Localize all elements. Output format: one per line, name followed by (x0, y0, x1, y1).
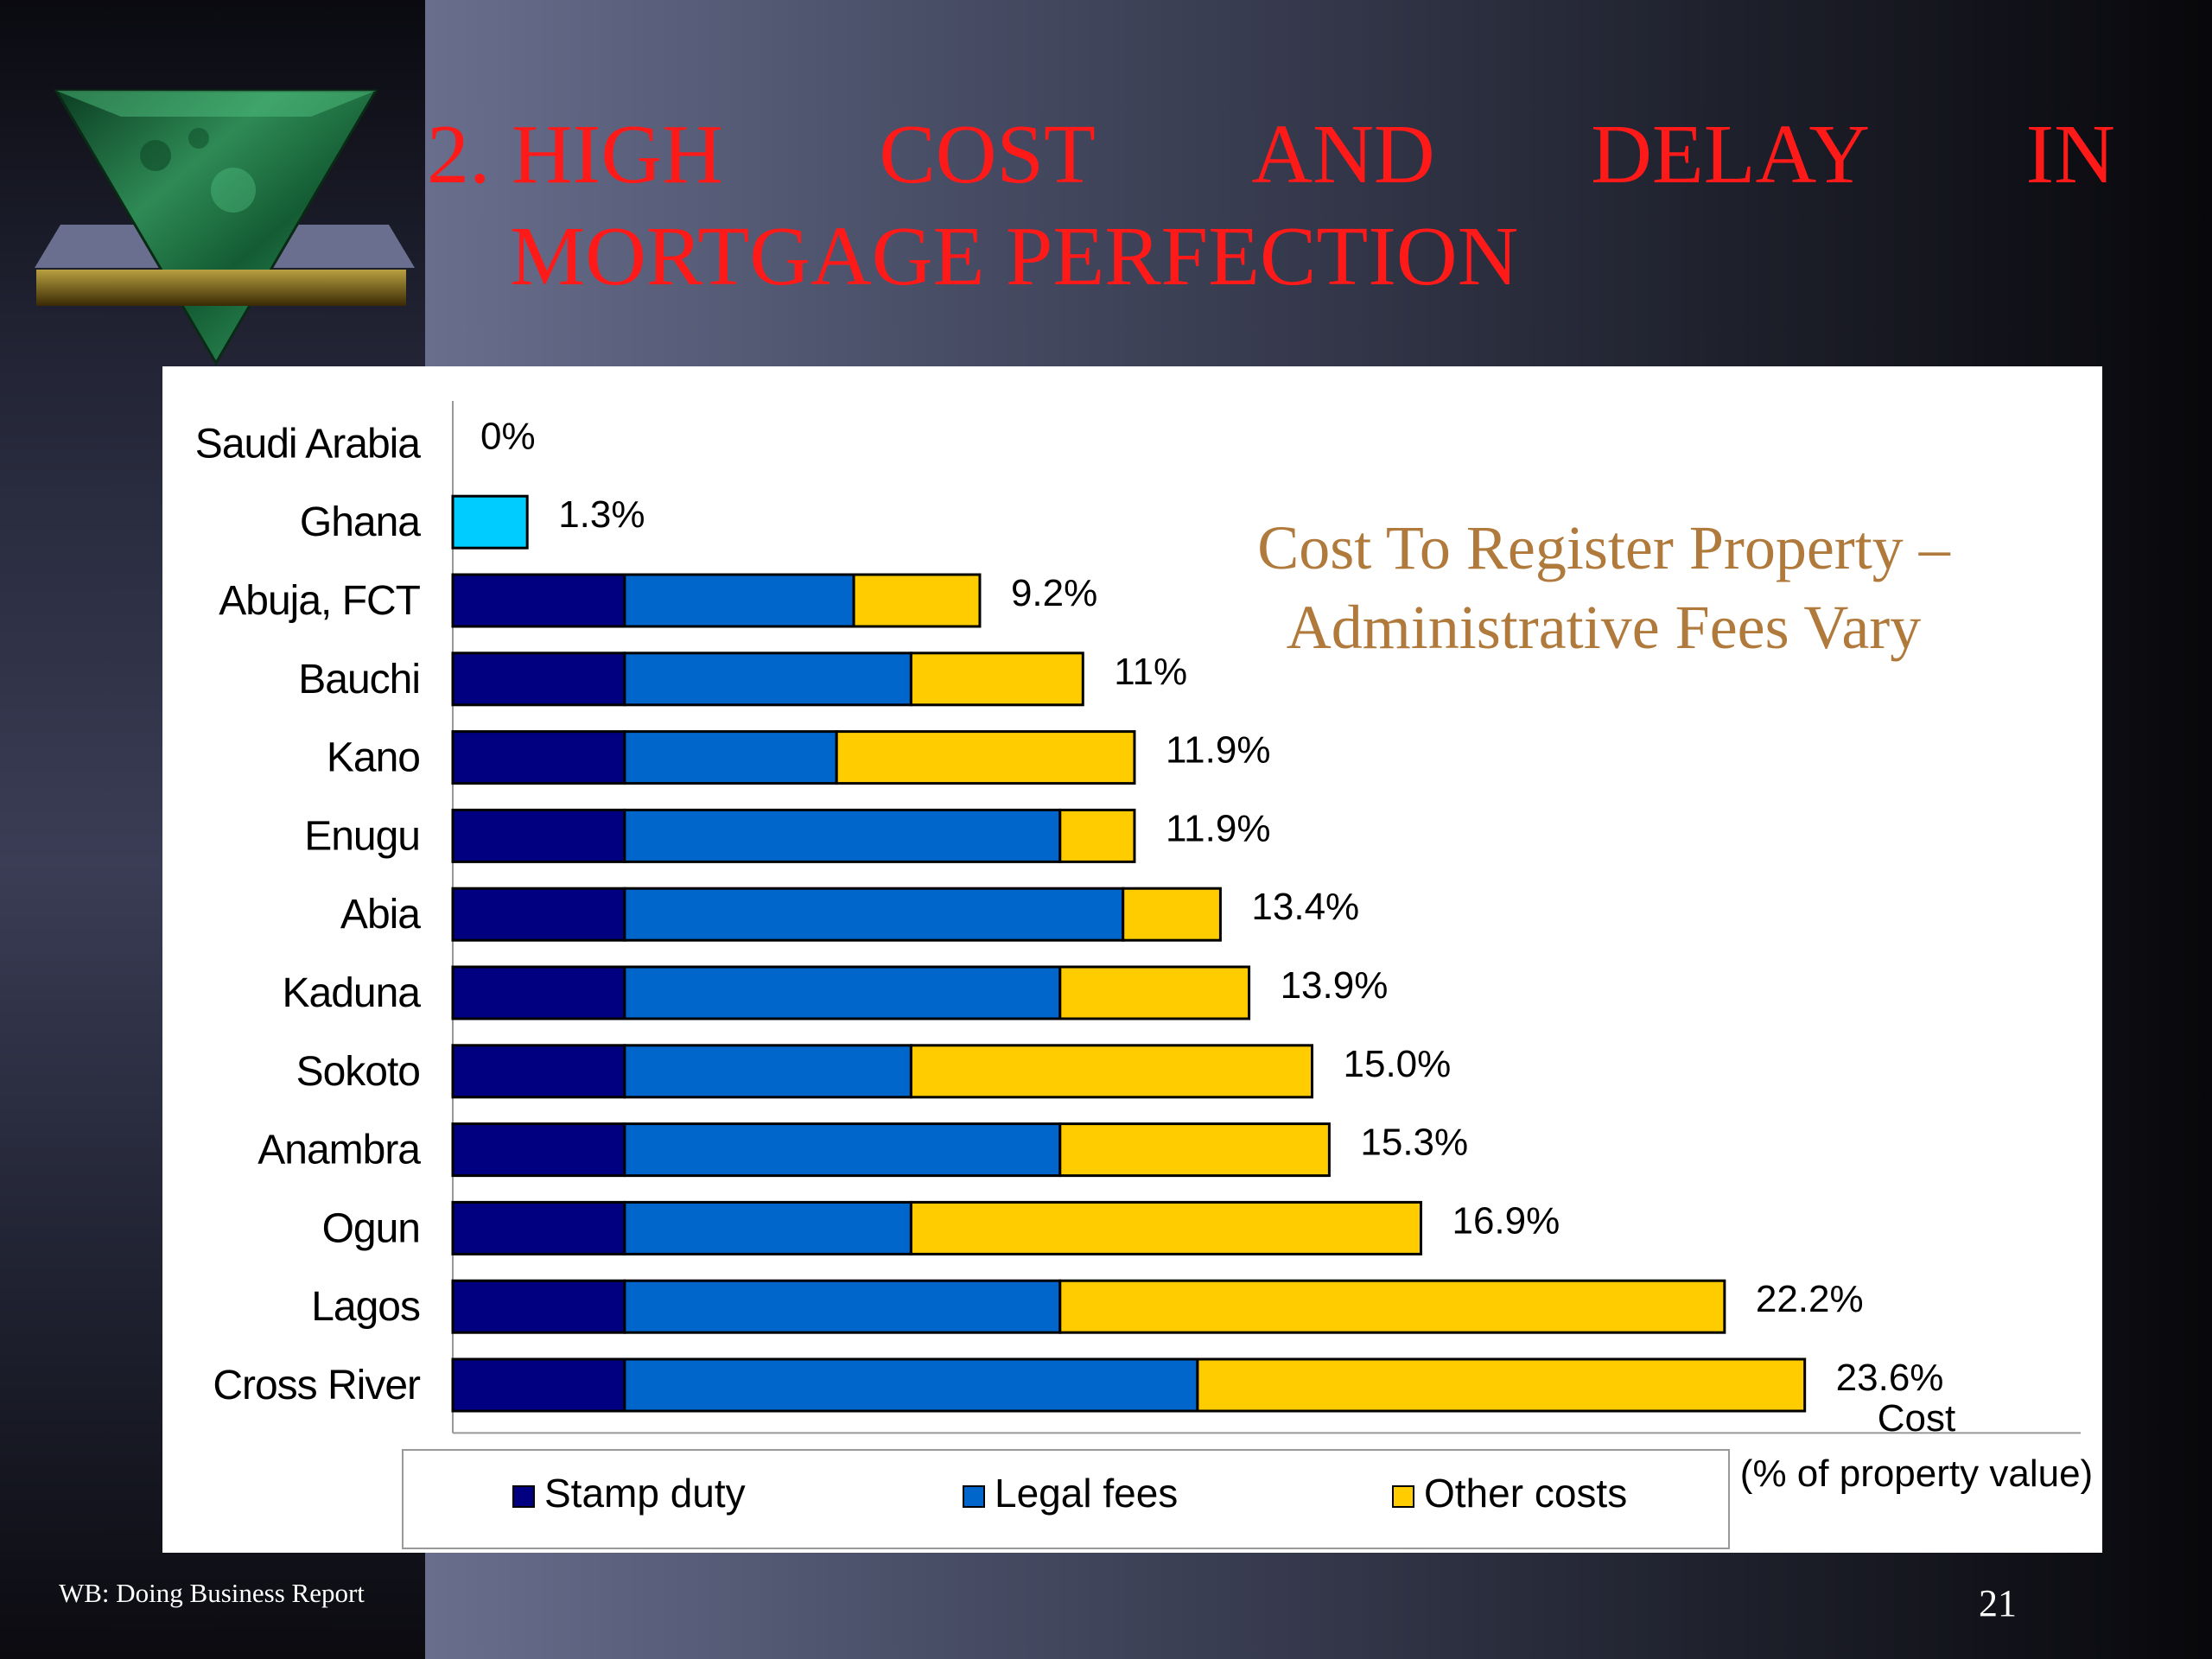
bar-segment-legal-fees (623, 652, 912, 707)
bar-segment-stamp-duty (451, 965, 626, 1020)
title-word: IN (2025, 108, 2115, 201)
bar-segment-stamp-duty (451, 1044, 626, 1099)
bar-segment-legal-fees (623, 1279, 1062, 1334)
bar-segment-legal-fees (623, 1200, 912, 1255)
total-label: 15.0% (1344, 1043, 1452, 1085)
total-label: 13.9% (1281, 964, 1389, 1007)
bar-segment-stamp-duty (451, 1357, 626, 1413)
bar-segment-stamp-duty (451, 1122, 626, 1178)
legend-label: Other costs (1424, 1471, 1627, 1516)
stacked-bar-chart: Saudi Arabia 0% Ghana 1.3% Abuja, FCT 9.2% Bau… (195, 401, 2093, 1549)
total-label: 13.4% (1251, 886, 1359, 928)
bar-segment-stamp-duty (451, 730, 626, 785)
bar-segment-stamp-duty (451, 808, 626, 863)
bar-segment-legal-fees (623, 730, 838, 785)
x-axis-label: Cost (1878, 1397, 1955, 1440)
category-label: Bauchi (298, 657, 420, 702)
bar-segment-other-costs (909, 1044, 1314, 1099)
bar-segment-stamp-duty (451, 652, 626, 707)
bar-segment-stamp-duty (451, 573, 626, 628)
total-label: 1.3% (558, 493, 645, 536)
title-word: COST (879, 108, 1096, 201)
title-word: DELAY (1591, 108, 1871, 201)
total-label: 15.3% (1360, 1122, 1468, 1164)
total-label: 9.2% (1011, 572, 1097, 614)
legend-swatch (1392, 1485, 1414, 1508)
total-label: 0% (480, 415, 536, 457)
legend-label: Legal fees (995, 1471, 1178, 1516)
source-citation: WB: Doing Business Report (59, 1578, 365, 1608)
bar-segment-other-costs (1058, 1279, 1726, 1334)
bar-segment-other-costs (909, 1200, 1422, 1255)
chart-title: Cost To Register Property – (1257, 513, 1951, 582)
bar-segment-stamp-duty (451, 887, 626, 942)
category-label: Ogun (322, 1205, 420, 1251)
title-line-1: 2. HIGH COST AND DELAY IN (427, 104, 2115, 206)
chart-panel: Saudi Arabia 0% Ghana 1.3% Abuja, FCT 9.2% Bau… (162, 366, 2102, 1553)
bar-segment-stamp-duty (451, 1279, 626, 1334)
bar-segment-legal-fees (623, 1357, 1199, 1413)
category-label: Ghana (300, 499, 421, 545)
bar-segment-legal-fees (623, 965, 1062, 1020)
bar-segment-legal-fees (623, 808, 1062, 863)
category-label: Anambra (257, 1128, 421, 1173)
chart-subtitle: Administrative Fees Vary (1287, 593, 1922, 662)
page-number: 21 (1979, 1582, 2017, 1624)
legend-label: Stamp duty (544, 1471, 746, 1516)
total-label: 11% (1114, 651, 1187, 693)
total-label: 22.2% (1756, 1278, 1864, 1320)
category-label: Abia (340, 892, 421, 938)
category-label: Lagos (311, 1284, 420, 1330)
bar-segment-legal-fees (623, 573, 855, 628)
total-label: 16.9% (1452, 1199, 1560, 1242)
category-label: Cross River (213, 1363, 421, 1408)
total-label: 11.9% (1166, 729, 1271, 772)
bar-segment-other-costs (852, 573, 982, 628)
bar-segment-other-costs (835, 730, 1136, 785)
total-label: 23.6% (1836, 1357, 1944, 1399)
legend-swatch (963, 1485, 985, 1508)
green-marble-inverted-triangle-icon (35, 89, 415, 365)
category-label: Kano (327, 735, 420, 781)
bar-segment-stamp-duty (451, 1200, 626, 1255)
category-label: Abuja, FCT (219, 578, 420, 624)
bar-segment-other-costs (1058, 1122, 1331, 1178)
bar-segment-other-costs (909, 652, 1084, 707)
bar-segment-other-costs (1058, 808, 1136, 863)
legend-swatch (512, 1485, 535, 1508)
bar-segment-legal-fees (623, 1122, 1062, 1178)
legend-box (402, 1449, 1730, 1549)
title-word: AND (1251, 108, 1435, 201)
bar-segment-other (451, 494, 529, 550)
bar-segment-other-costs (1122, 887, 1222, 942)
bar-segment-legal-fees (623, 1044, 912, 1099)
title-line-2: MORTGAGE PERFECTION (510, 210, 1519, 303)
category-label: Saudi Arabia (195, 421, 422, 467)
category-label: Kaduna (283, 970, 422, 1016)
bar-segment-legal-fees (623, 887, 1125, 942)
bar-segment-other-costs (1196, 1357, 1807, 1413)
title-word: 2. HIGH (427, 108, 723, 201)
total-label: 11.9% (1166, 807, 1271, 849)
bar-segment-other-costs (1058, 965, 1251, 1020)
category-label: Sokoto (296, 1049, 420, 1095)
category-label: Enugu (304, 813, 420, 859)
slide-title: 2. HIGH COST AND DELAY IN MORTGAGE PERFE… (427, 104, 2115, 308)
x-axis-label: (% of property value) (1740, 1452, 2093, 1495)
